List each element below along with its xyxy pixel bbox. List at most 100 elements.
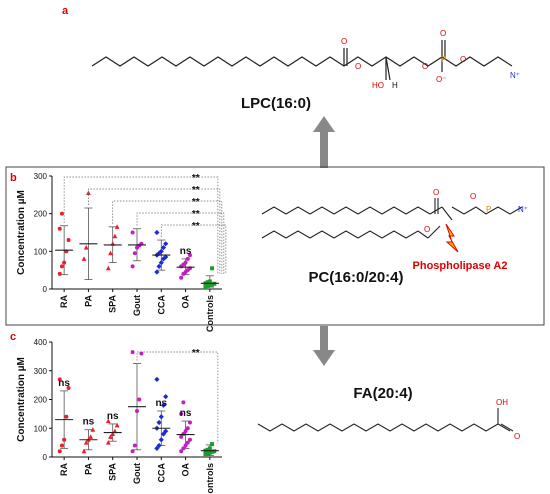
x-tick-label: RA: [59, 463, 69, 476]
atom-n-plus: N⁺: [510, 71, 520, 80]
data-point: [212, 449, 217, 454]
significance-label: **: [192, 197, 200, 208]
data-point: [163, 241, 169, 247]
y-tick-label: 200: [34, 210, 48, 219]
data-point: [62, 437, 67, 442]
data-point: [163, 254, 169, 260]
data-point: [130, 350, 135, 355]
data-point: [179, 411, 184, 416]
data-point: [205, 447, 210, 452]
significance-label: **: [192, 185, 200, 196]
data-point: [59, 443, 64, 448]
data-point: [130, 230, 135, 235]
data-point: [183, 429, 188, 434]
lightning-icon: [445, 223, 459, 253]
x-tick-label: PA: [83, 295, 93, 307]
data-point: [110, 431, 116, 436]
data-point: [179, 449, 184, 454]
data-point: [179, 275, 184, 280]
pc-atoms: O O O P N⁺: [424, 188, 528, 234]
data-point: [88, 434, 94, 439]
data-point: [59, 264, 64, 269]
data-point: [154, 376, 160, 382]
y-axis-label: Concentration µM: [16, 190, 27, 275]
data-point: [108, 250, 113, 256]
atom-o-ester: O: [355, 62, 361, 71]
y-tick-label: 0: [43, 453, 48, 462]
x-tick-label: PA: [83, 463, 93, 475]
data-point: [154, 269, 160, 275]
data-point: [105, 265, 111, 271]
data-point: [57, 226, 62, 231]
data-point: [183, 260, 188, 265]
data-point: [185, 440, 190, 445]
x-tick-label: Gout: [132, 463, 142, 484]
atom-h: H: [392, 81, 398, 90]
y-tick-label: 300: [34, 367, 48, 376]
data-point: [160, 402, 167, 408]
fa-atom-oh: OH: [496, 398, 508, 407]
pc-atom-o2: O: [424, 225, 430, 234]
data-point: [158, 248, 164, 254]
pc-atom-p: P: [486, 205, 491, 214]
pc-name: PC(16:0/20:4): [308, 269, 403, 286]
panel-a-letter: a: [62, 5, 69, 17]
data-point: [64, 414, 69, 419]
data-point: [154, 229, 160, 236]
data-point: [207, 279, 212, 284]
data-point: [112, 233, 118, 239]
significance-bracket: [112, 200, 223, 274]
data-point: [139, 351, 144, 356]
data-point: [185, 256, 190, 261]
x-tick-label: RA: [59, 295, 69, 308]
x-tick-label: CCA: [156, 463, 166, 483]
panel-c-letter: c: [10, 331, 16, 343]
significance-label: ns: [180, 246, 192, 257]
data-point: [130, 449, 135, 454]
data-point: [181, 446, 186, 451]
lpc-structure: [91, 40, 513, 81]
atom-o-phosphoryl: O: [440, 29, 446, 38]
data-point: [130, 264, 135, 269]
data-point: [132, 443, 137, 448]
x-tick-label: OA: [181, 462, 191, 476]
y-tick-label: 300: [34, 172, 48, 181]
data-point: [207, 283, 212, 288]
data-point: [57, 377, 62, 382]
significance-label: ns: [58, 378, 70, 389]
data-point: [187, 253, 192, 258]
data-point: [163, 394, 169, 400]
significance-bracket: [136, 212, 225, 274]
fa-structure: [257, 408, 514, 432]
data-point: [160, 256, 167, 262]
atom-p: P: [441, 55, 446, 64]
data-point: [57, 449, 62, 454]
atom-o-carbonyl: O: [341, 37, 347, 46]
pc-atom-n: N⁺: [518, 205, 528, 214]
data-point: [105, 418, 111, 424]
fa-name: FA(20:4): [353, 385, 412, 402]
data-point: [158, 414, 164, 420]
data-point: [210, 266, 215, 271]
lpc-name: LPC(16:0): [241, 95, 311, 112]
y-tick-label: 400: [34, 338, 48, 347]
significance-label: **: [192, 173, 200, 184]
y-tick-label: 100: [34, 247, 48, 256]
x-tick-label: SPA: [108, 295, 118, 313]
data-point: [62, 260, 67, 265]
data-point: [160, 244, 167, 251]
x-tick-label: SPA: [108, 463, 118, 481]
data-point: [57, 271, 62, 276]
data-point: [158, 437, 164, 443]
data-point: [81, 256, 87, 261]
significance-label: **: [192, 348, 200, 359]
chart-b: 0 100 200 300 Concentration µM RA PA SPA Gout CCA…: [16, 172, 227, 332]
atom-o-phosphoester: O: [422, 62, 428, 71]
data-point: [163, 428, 169, 434]
atom-o-choline: O: [460, 55, 466, 64]
significance-bracket: [88, 188, 221, 274]
data-point: [187, 420, 192, 425]
data-point: [66, 386, 71, 390]
data-point: [179, 434, 184, 439]
data-point: [203, 285, 208, 290]
